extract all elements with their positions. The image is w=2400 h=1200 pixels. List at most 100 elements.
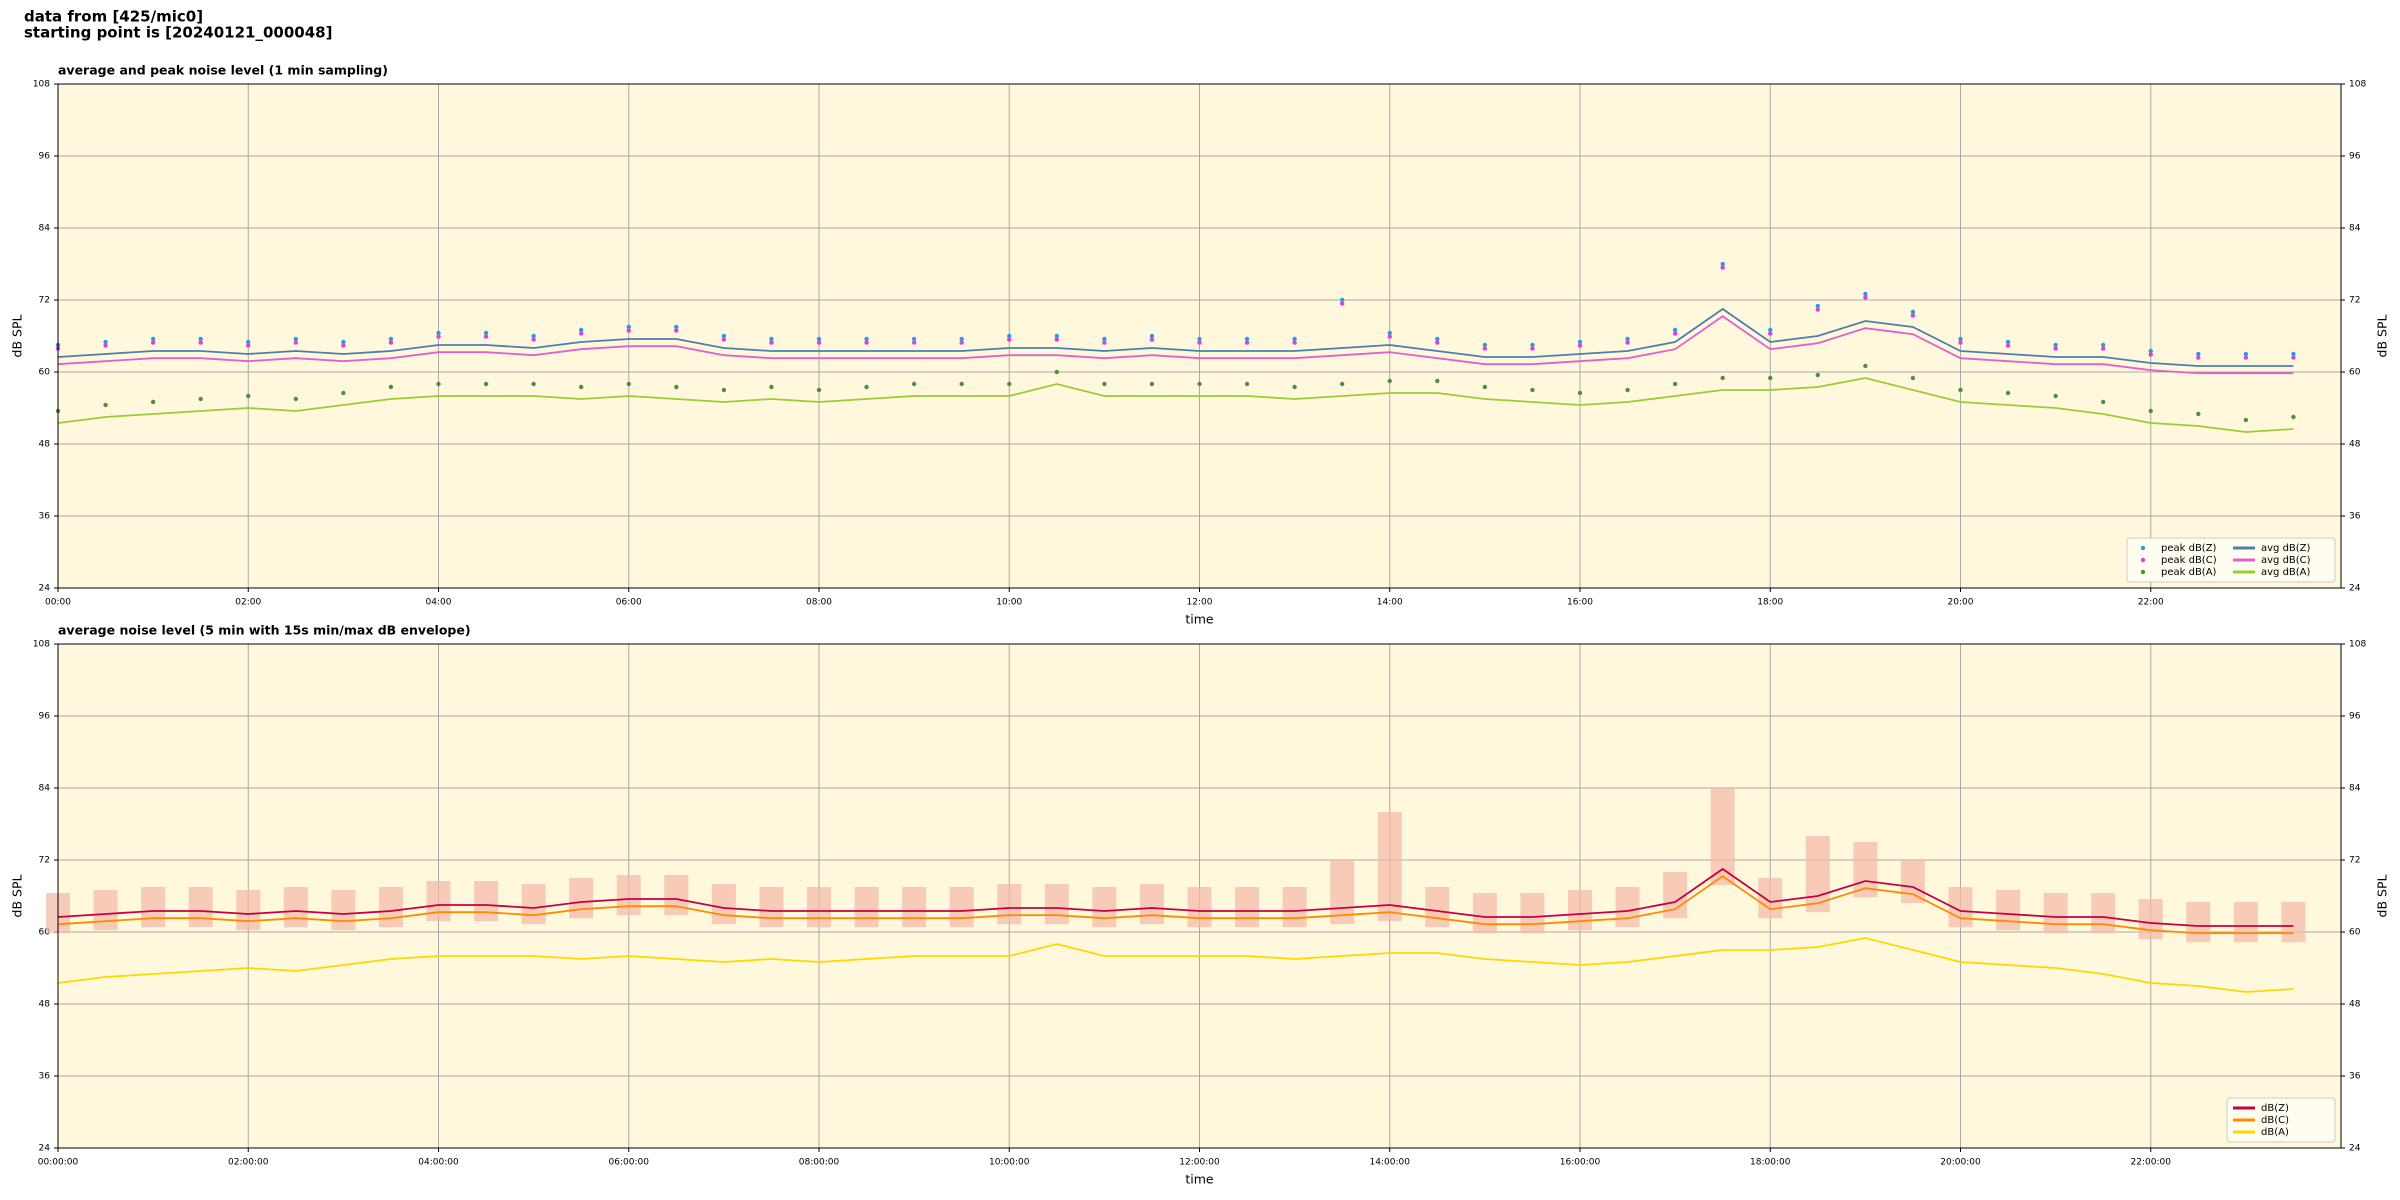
envelope-bar [2043, 893, 2068, 934]
envelope-bar [2233, 902, 2258, 943]
envelope-bar [1044, 884, 1069, 925]
peak-dot [1625, 340, 1630, 345]
envelope-bar [2138, 899, 2163, 940]
peak-dot [911, 336, 917, 342]
y-tick-label: 108 [2349, 80, 2366, 90]
y-tick-label: 96 [39, 712, 51, 722]
series-line [57, 867, 2294, 927]
envelope-bar [569, 878, 594, 919]
chart-title: average noise level (5 min with 15s min/… [58, 623, 471, 638]
peak-dot [388, 384, 394, 390]
peak-dot [1054, 337, 1060, 342]
peak-dot [103, 343, 108, 348]
peak-dot [1244, 336, 1250, 342]
x-tick-label: 06:00:00 [609, 1158, 650, 1168]
x-tick-label: 10:00 [996, 598, 1022, 608]
legend-label: dB(A) [2261, 1127, 2289, 1138]
envelope-bar [521, 884, 546, 925]
envelope-bar [1139, 884, 1164, 925]
peak-dot [578, 327, 584, 333]
x-axis-label: time [1185, 612, 1214, 627]
x-tick-label: 08:00:00 [799, 1158, 840, 1168]
envelope-bar [1235, 887, 1260, 928]
peak-dot [1720, 261, 1725, 267]
peak-dot [1387, 378, 1392, 384]
peak-dot [1054, 333, 1060, 339]
peak-dot [2148, 348, 2153, 354]
y-tick-label: 108 [2349, 640, 2366, 650]
plot-frame [57, 83, 2342, 589]
envelope-bar [236, 890, 261, 931]
peak-dot [1672, 381, 1678, 387]
peak-dot [1149, 381, 1155, 387]
peak-dot [2243, 417, 2249, 423]
legend-label: avg dB(Z) [2261, 543, 2311, 554]
y-tick-label: 24 [2349, 584, 2361, 594]
peak-dot [864, 340, 869, 345]
peak-dot [2291, 414, 2296, 420]
peak-dot [246, 339, 251, 345]
header-line: starting point is [20240121_000048] [24, 24, 332, 42]
envelope-bar [378, 887, 403, 928]
x-tick-label: 06:00 [616, 598, 642, 608]
x-tick-label: 20:00:00 [1940, 1158, 1981, 1168]
peak-dot [246, 343, 251, 348]
peak-dot [674, 384, 679, 390]
envelope-bar [616, 875, 641, 916]
y-tick-label: 24 [2349, 1144, 2361, 1154]
peak-dot [1054, 369, 1060, 375]
header-line: data from [425/mic0] [24, 8, 203, 26]
peak-dot [959, 381, 964, 387]
peak-dot [721, 333, 727, 339]
legend-label: dB(Z) [2261, 1103, 2289, 1114]
y-tick-label: 72 [39, 296, 50, 306]
peak-dot [578, 331, 584, 336]
peak-dot [1102, 340, 1107, 345]
peak-dot [2053, 393, 2058, 399]
peak-dot [1482, 346, 1488, 351]
peak-dot [626, 381, 631, 387]
y-tick-label: 24 [39, 1144, 51, 1154]
peak-dot [2243, 351, 2249, 357]
peak-dot [769, 384, 774, 390]
legend-label: avg dB(A) [2261, 567, 2311, 578]
chart-title: average and peak noise level (1 min samp… [58, 63, 388, 78]
peak-dot [1910, 375, 1916, 381]
x-axis-label: time [1185, 1172, 1214, 1187]
peak-dot [1435, 378, 1440, 384]
peak-dot [864, 336, 869, 342]
envelope-bar [1425, 887, 1450, 928]
peak-dot [1197, 336, 1202, 342]
peak-dot [483, 381, 489, 387]
envelope-bar [1805, 836, 1830, 913]
peak-dot [1244, 381, 1250, 387]
peak-dot [578, 384, 584, 390]
peak-dot [2100, 399, 2106, 405]
peak-dot [1958, 387, 1963, 393]
y-tick-label: 96 [2349, 712, 2361, 722]
peak-dot [1863, 291, 1868, 297]
x-tick-label: 14:00 [1377, 598, 1403, 608]
peak-dot [2053, 346, 2058, 351]
legend-label: avg dB(C) [2261, 555, 2311, 566]
peak-dot [674, 324, 679, 330]
envelope-bar [188, 887, 213, 928]
envelope-bar [283, 887, 308, 928]
y-tick-label: 72 [39, 856, 50, 866]
x-tick-label: 22:00 [2138, 598, 2164, 608]
y-tick-label: 72 [2349, 296, 2360, 306]
peak-dot [1815, 303, 1821, 309]
y-axis-label: dB SPL [10, 315, 25, 358]
peak-dot [1482, 342, 1488, 348]
envelope-bar [711, 884, 736, 925]
peak-dot [1530, 342, 1535, 348]
envelope-bar [949, 887, 974, 928]
peak-dot [626, 324, 631, 330]
envelope-bar [1330, 860, 1355, 925]
peak-dot [198, 336, 203, 342]
y-tick-label: 84 [2349, 224, 2361, 234]
y-tick-label: 84 [39, 784, 51, 794]
peak-dot [1339, 297, 1345, 303]
envelope-bar [1710, 788, 1735, 886]
